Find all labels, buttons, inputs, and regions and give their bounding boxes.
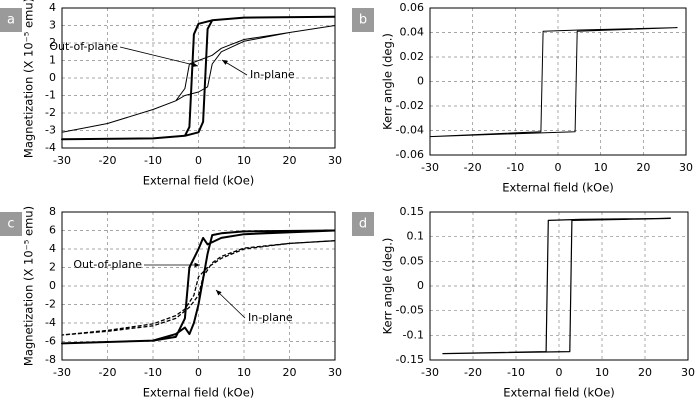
x-tick-label: 30: [681, 366, 695, 379]
y-tick-label: -8: [45, 353, 56, 366]
y-tick-label: -0.06: [396, 148, 424, 161]
y-tick-label: 1: [49, 54, 56, 67]
series-annotation: In-plane: [248, 311, 293, 324]
x-tick-label: 30: [328, 366, 342, 379]
y-tick-label: -4: [45, 141, 56, 154]
y-tick-label: 0.04: [400, 26, 425, 39]
y-axis-title: Kerr angle (deg.): [381, 33, 395, 130]
x-axis-title: External field (kOe): [143, 386, 255, 400]
y-tick-label: 2: [49, 261, 56, 274]
loop-line: [429, 27, 678, 138]
y-axis-title: Magnetization (X 10⁻⁵ emu): [22, 0, 36, 158]
x-tick-label: -30: [421, 366, 439, 379]
y-tick-label: 0.05: [400, 254, 425, 267]
series-annotation: In-plane: [250, 68, 295, 81]
y-tick-label: -3: [45, 124, 56, 137]
x-tick-label: -20: [464, 366, 482, 379]
y-tick-label: 4: [49, 242, 56, 255]
panel-letter: a: [7, 13, 15, 28]
y-tick-label: -1: [45, 89, 56, 102]
x-tick-label: -10: [144, 154, 162, 167]
y-tick-label: -0.05: [396, 304, 424, 317]
y-tick-label: 0: [417, 75, 424, 88]
annotation-arrow: [119, 46, 199, 68]
x-tick-label: -10: [507, 366, 525, 379]
x-tick-label: 30: [328, 154, 342, 167]
x-axis-title: External field (kOe): [143, 174, 255, 188]
x-tick-label: 10: [237, 154, 251, 167]
y-tick-label: 0: [49, 71, 56, 84]
loop-line: [61, 15, 336, 141]
x-tick-label: 0: [556, 366, 563, 379]
x-tick-label: -30: [53, 154, 71, 167]
panel-letter: c: [7, 217, 14, 232]
panel-tag: [352, 212, 374, 236]
y-tick-label: 0.1: [407, 230, 425, 243]
plot-frame: [61, 211, 336, 361]
panel-tag: [352, 8, 374, 32]
x-tick-label: 0: [195, 366, 202, 379]
x-tick-label: -10: [144, 366, 162, 379]
series-annotation: Out-of-plane: [73, 258, 142, 271]
y-tick-label: 8: [49, 205, 56, 218]
x-tick-label: 0: [555, 161, 562, 174]
y-axis-title: Magnetization (X 10⁻⁵ emu): [22, 206, 36, 366]
x-tick-label: -20: [464, 161, 482, 174]
y-tick-label: 0.02: [400, 50, 425, 63]
panel-tag: [0, 212, 22, 236]
plot-frame: [429, 211, 689, 361]
x-tick-label: 30: [679, 161, 693, 174]
x-tick-label: 10: [595, 366, 609, 379]
y-tick-label: 3: [49, 19, 56, 32]
x-tick-label: -30: [53, 366, 71, 379]
y-tick-label: 0: [417, 279, 424, 292]
annotation-arrow: [215, 289, 246, 319]
y-tick-label: 6: [49, 224, 56, 237]
x-axis-title: External field (kOe): [503, 386, 615, 400]
y-tick-label: 0.15: [400, 205, 425, 218]
x-tick-label: -30: [421, 161, 439, 174]
x-tick-label: 20: [283, 366, 297, 379]
y-tick-label: -0.1: [403, 328, 424, 341]
y-tick-label: -2: [45, 298, 56, 311]
loop-line: [442, 217, 671, 355]
panel-letter: d: [359, 217, 367, 232]
y-tick-label: 0: [49, 279, 56, 292]
x-tick-label: 0: [195, 154, 202, 167]
plot-frame: [61, 7, 336, 149]
y-tick-label: -2: [45, 106, 56, 119]
x-tick-label: 20: [283, 154, 297, 167]
loop-line: [61, 240, 336, 336]
y-tick-label: -0.15: [396, 353, 424, 366]
x-tick-label: -20: [99, 366, 117, 379]
panel-tag: [0, 8, 22, 32]
y-tick-label: -0.02: [396, 99, 424, 112]
x-tick-label: 20: [636, 161, 650, 174]
y-tick-label: 2: [49, 36, 56, 49]
y-tick-label: 0.06: [400, 1, 425, 14]
y-tick-label: -6: [45, 335, 56, 348]
x-tick-label: -20: [99, 154, 117, 167]
x-tick-label: -10: [506, 161, 524, 174]
y-tick-label: -0.04: [396, 124, 424, 137]
y-tick-label: 4: [49, 1, 56, 14]
plot-frame: [429, 7, 687, 156]
x-tick-label: 10: [237, 366, 251, 379]
annotation-arrow: [221, 59, 248, 76]
x-tick-label: 10: [594, 161, 608, 174]
panel-letter: b: [359, 13, 367, 28]
loop-line: [61, 25, 336, 133]
x-axis-title: External field (kOe): [502, 181, 614, 195]
x-tick-label: 20: [638, 366, 652, 379]
loop-line: [61, 229, 336, 345]
series-annotation: Out-of-plane: [49, 40, 118, 53]
y-axis-title: Kerr angle (deg.): [381, 238, 395, 335]
y-tick-label: -4: [45, 316, 56, 329]
